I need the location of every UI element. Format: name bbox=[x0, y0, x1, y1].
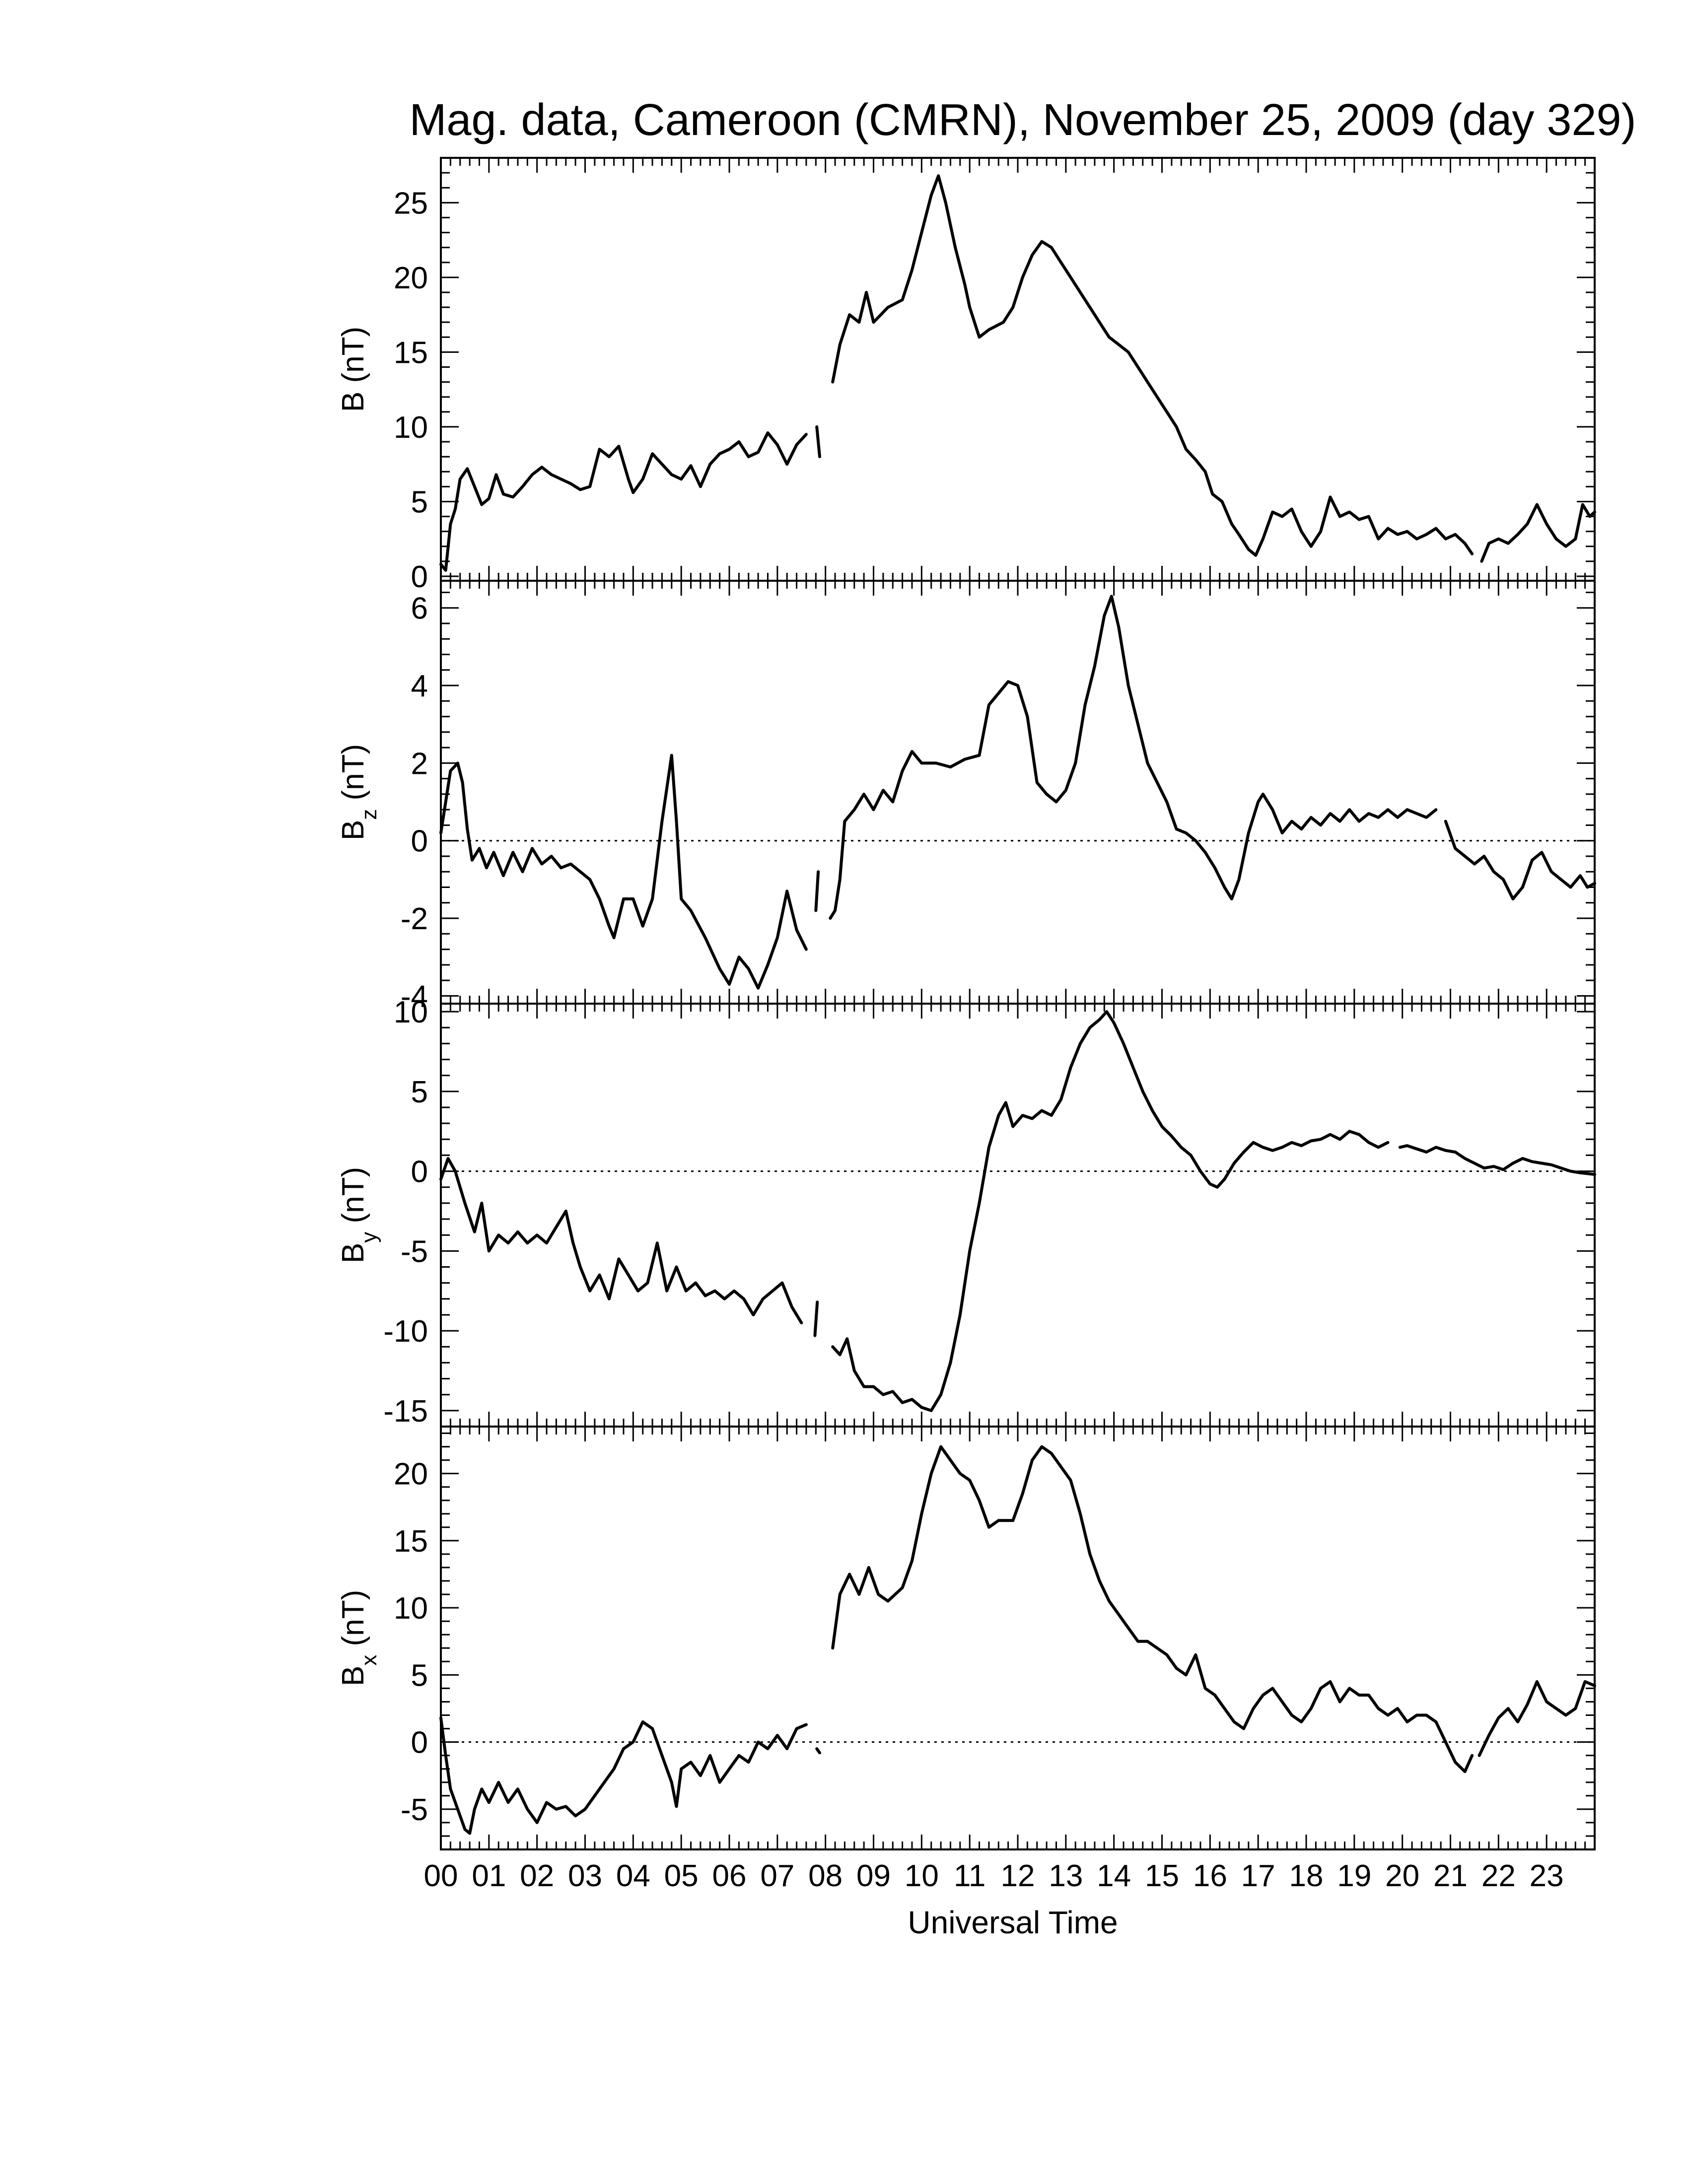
y-tick-label: 10 bbox=[394, 1591, 428, 1626]
y-tick-label: 4 bbox=[411, 669, 428, 703]
series-line-bz bbox=[439, 753, 808, 990]
series-line-by bbox=[813, 1300, 819, 1337]
panel-b: 0 5 10 15 20 25 B (nT) bbox=[336, 157, 1596, 594]
series-line-bz bbox=[814, 870, 820, 912]
series-line-bz bbox=[829, 595, 1438, 920]
series-line-b bbox=[1480, 503, 1596, 563]
y-axis-label: By (nT) bbox=[336, 1167, 381, 1263]
x-tick-label: 01 bbox=[472, 1859, 506, 1893]
y-tick-label: 0 bbox=[411, 824, 428, 859]
y-tick-label: 0 bbox=[411, 560, 428, 594]
series-line-bx bbox=[1477, 1680, 1596, 1757]
x-tick-label: 16 bbox=[1193, 1859, 1227, 1893]
panel-frame bbox=[440, 1426, 1596, 1850]
x-tick-label: 05 bbox=[664, 1859, 699, 1893]
x-tick-label: 03 bbox=[568, 1859, 602, 1893]
panel-bx: -5 0 5 10 15 20 Bx (nT) bbox=[336, 1426, 1596, 1850]
series-line-by bbox=[1398, 1144, 1596, 1176]
x-axis: 00 01 02 03 04 05 06 07 08 09 10 11 12 13 14 15 16 17 18 19… bbox=[424, 1859, 1564, 1893]
x-tick-label: 17 bbox=[1241, 1859, 1275, 1893]
y-tick-label: 25 bbox=[394, 186, 428, 220]
y-tick-label: 15 bbox=[394, 336, 428, 370]
y-tick-label: -15 bbox=[383, 1394, 428, 1429]
x-tick-label: 12 bbox=[1001, 1859, 1035, 1893]
y-tick-label: 2 bbox=[411, 747, 428, 781]
y-tick-label: -5 bbox=[401, 1234, 428, 1269]
x-tick-label: 10 bbox=[905, 1859, 939, 1893]
x-tick-label: 13 bbox=[1049, 1859, 1083, 1893]
y-tick-label: -5 bbox=[401, 1793, 428, 1827]
x-tick-label: 19 bbox=[1337, 1859, 1371, 1893]
y-tick-label: -2 bbox=[401, 902, 428, 936]
y-tick-label: 20 bbox=[394, 1457, 428, 1492]
y-tick-label: 0 bbox=[411, 1155, 428, 1189]
x-tick-label: 20 bbox=[1385, 1859, 1419, 1893]
y-axis-label: Bx (nT) bbox=[336, 1590, 381, 1686]
series-line-b bbox=[815, 425, 821, 459]
x-tick-label: 09 bbox=[856, 1859, 891, 1893]
series-line-by bbox=[831, 1010, 1390, 1412]
series-line-bz bbox=[1444, 819, 1596, 900]
panels-group: 0 5 10 15 20 25 B (nT) -4 -2 0 2 4 6 Bz (nT) -15 -10 -5 0… bbox=[336, 157, 1596, 1850]
y-axis-label: B (nT) bbox=[336, 327, 370, 412]
y-tick-label: 0 bbox=[411, 1726, 428, 1760]
x-tick-label: 06 bbox=[712, 1859, 747, 1893]
series-line-bx bbox=[831, 1445, 1474, 1774]
series-line-bx bbox=[439, 1716, 808, 1835]
x-tick-label: 07 bbox=[760, 1859, 794, 1893]
x-tick-label: 22 bbox=[1481, 1859, 1516, 1893]
x-tick-label: 15 bbox=[1145, 1859, 1179, 1893]
series-line-by bbox=[439, 1157, 803, 1324]
y-tick-label: 10 bbox=[394, 995, 428, 1029]
y-tick-label: 15 bbox=[394, 1524, 428, 1559]
y-axis-label: Bz (nT) bbox=[336, 744, 381, 840]
x-tick-label: 04 bbox=[616, 1859, 650, 1893]
y-tick-label: 5 bbox=[411, 1075, 428, 1109]
figure-title: Mag. data, Cameroon (CMRN), November 25,… bbox=[409, 95, 1636, 145]
y-tick-label: 6 bbox=[411, 592, 428, 626]
y-tick-label: 5 bbox=[411, 485, 428, 519]
x-tick-label: 14 bbox=[1097, 1859, 1131, 1893]
y-tick-label: 20 bbox=[394, 261, 428, 295]
series-line-b bbox=[439, 431, 808, 572]
x-tick-label: 00 bbox=[424, 1859, 458, 1893]
x-tick-label: 21 bbox=[1433, 1859, 1468, 1893]
x-axis-title: Universal Time bbox=[908, 1905, 1118, 1940]
x-tick-label: 18 bbox=[1289, 1859, 1324, 1893]
x-tick-label: 02 bbox=[520, 1859, 554, 1893]
panel-by: -15 -10 -5 0 5 10 By (nT) bbox=[336, 995, 1596, 1429]
series-line-bx bbox=[815, 1747, 821, 1755]
x-tick-label: 08 bbox=[808, 1859, 843, 1893]
y-tick-label: 10 bbox=[394, 410, 428, 445]
x-tick-label: 11 bbox=[954, 1859, 985, 1893]
y-tick-label: -4 bbox=[401, 979, 428, 1014]
series-line-b bbox=[831, 174, 1474, 557]
x-tick-label: 23 bbox=[1530, 1859, 1564, 1893]
y-tick-label: 5 bbox=[411, 1658, 428, 1693]
y-tick-label: -10 bbox=[383, 1314, 428, 1349]
